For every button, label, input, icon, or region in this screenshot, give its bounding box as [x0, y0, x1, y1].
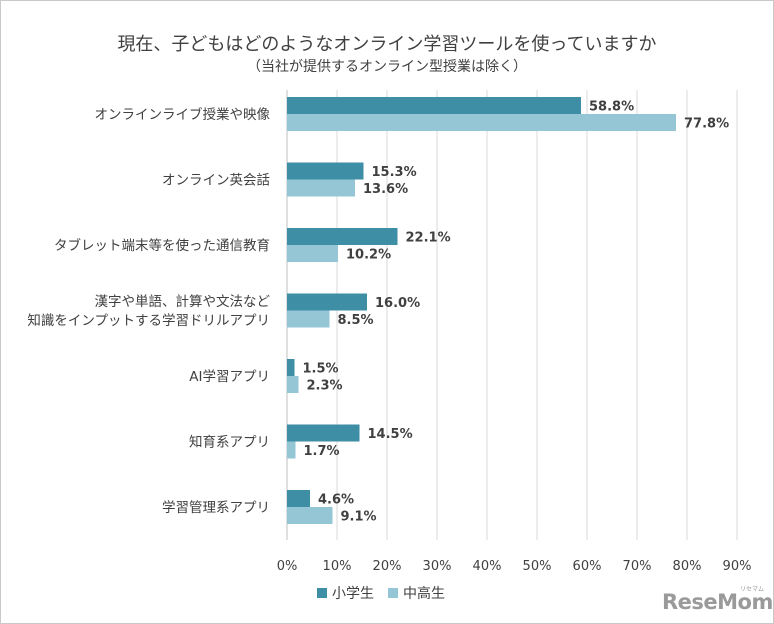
bar-value-label: 13.6% [363, 182, 408, 197]
bar-value-label: 1.7% [304, 444, 340, 459]
x-tick-label: 70% [623, 559, 652, 574]
bar-secondary [287, 441, 296, 459]
resemom-logo: ReseMom [662, 590, 773, 614]
legend: 小学生 中高生 [317, 585, 445, 602]
bar-value-label: 77.8% [684, 117, 729, 132]
x-tick-label: 40% [473, 559, 502, 574]
gridlines [286, 90, 738, 540]
x-axis-tick-labels: 0% 10% 20% 30% 40% 50% 60% 70% 80% 90% [277, 559, 752, 574]
x-tick-label: 0% [277, 559, 298, 574]
bar-elementary [287, 97, 581, 114]
bar-value-label: 10.2% [346, 248, 391, 263]
bar-value-label: 15.3% [372, 165, 417, 180]
bar-value-label: 1.5% [303, 362, 339, 377]
bar-elementary [287, 424, 360, 442]
bar-elementary [287, 162, 364, 180]
bar-value-label: 9.1% [341, 510, 377, 525]
x-tick-label: 80% [673, 559, 702, 574]
x-tick-label: 10% [323, 559, 352, 574]
category-label: 知育系アプリ [189, 434, 270, 451]
bar-value-label: 14.5% [368, 427, 413, 442]
x-tick-label: 30% [423, 559, 452, 574]
bar-secondary [287, 376, 299, 393]
bar-secondary [287, 114, 676, 131]
bar-value-label: 4.6% [318, 493, 354, 508]
legend-swatch [317, 588, 327, 598]
bar-elementary [287, 359, 295, 376]
category-label: オンライン英会話 [162, 172, 270, 189]
bar-secondary [287, 507, 333, 524]
chart-title: 現在、子どもはどのようなオンライン学習ツールを使っていますか [117, 34, 657, 55]
category-label: AI学習アプリ [189, 369, 270, 385]
bar-value-label: 8.5% [338, 313, 374, 328]
chart-subtitle: （当社が提供するオンライン型授業は除く） [247, 59, 527, 75]
x-tick-label: 90% [723, 559, 752, 574]
resemom-logo-small: リセマム [740, 586, 765, 593]
bar-secondary [287, 179, 355, 197]
x-tick-label: 60% [573, 559, 602, 574]
x-tick-label: 20% [373, 559, 402, 574]
bar-secondary [287, 245, 338, 262]
bar-secondary [287, 310, 330, 328]
bar-elementary [287, 490, 310, 507]
category-label: オンラインライブ授業や映像 [95, 106, 271, 123]
bar-value-label: 2.3% [307, 379, 343, 394]
bar-value-label: 16.0% [375, 296, 420, 311]
x-tick-label: 50% [523, 559, 552, 574]
bar-elementary [287, 293, 367, 311]
bar-value-label: 22.1% [406, 231, 451, 246]
bars: 58.8% 77.8% 15.3% 13.6% 22.1% 10.2% 16.0%8.5% 1… [287, 97, 729, 525]
legend-swatch [388, 588, 398, 598]
category-label: 漢字や単語、計算や文法など知識をインプットする学習ドリルアプリ [27, 293, 270, 329]
category-label: 学習管理系アプリ [162, 500, 270, 516]
bar-value-label: 58.8% [589, 100, 634, 115]
category-labels: オンラインライブ授業や映像オンライン英会話タブレット端末等を使った通信教育漢字や… [27, 106, 270, 516]
bar-elementary [287, 228, 398, 245]
category-label: タブレット端末等を使った通信教育 [54, 237, 270, 254]
legend-label: 中高生 [403, 585, 445, 602]
legend-label: 小学生 [332, 586, 374, 602]
